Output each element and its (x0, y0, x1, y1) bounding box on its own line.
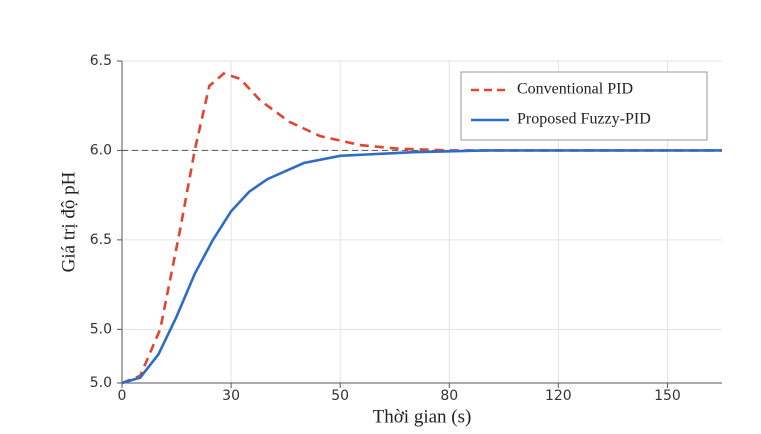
x-tick-label: 80 (440, 388, 458, 404)
x-tick-label: 150 (654, 388, 681, 404)
x-tick-label: 120 (545, 388, 572, 404)
x-tick-label: 30 (222, 388, 240, 404)
y-axis-label: Giá trị độ pH (58, 171, 79, 272)
y-tick-label: 6.5 (90, 232, 112, 248)
x-tick-label: 0 (118, 388, 127, 404)
legend-box (460, 71, 708, 141)
series-line (121, 149, 722, 385)
y-tick-label: 5.0 (90, 321, 112, 337)
y-tick-label: 6.0 (90, 142, 112, 158)
y-tick-label: 6.5 (90, 53, 112, 69)
x-tick-label: 50 (331, 388, 349, 404)
x-axis-label: Thời gian (s) (373, 406, 472, 427)
legend-label: Proposed Fuzzy-PID (517, 111, 651, 128)
y-tick-label: 5.0 (90, 375, 112, 391)
legend-label: Conventional PID (517, 81, 633, 98)
